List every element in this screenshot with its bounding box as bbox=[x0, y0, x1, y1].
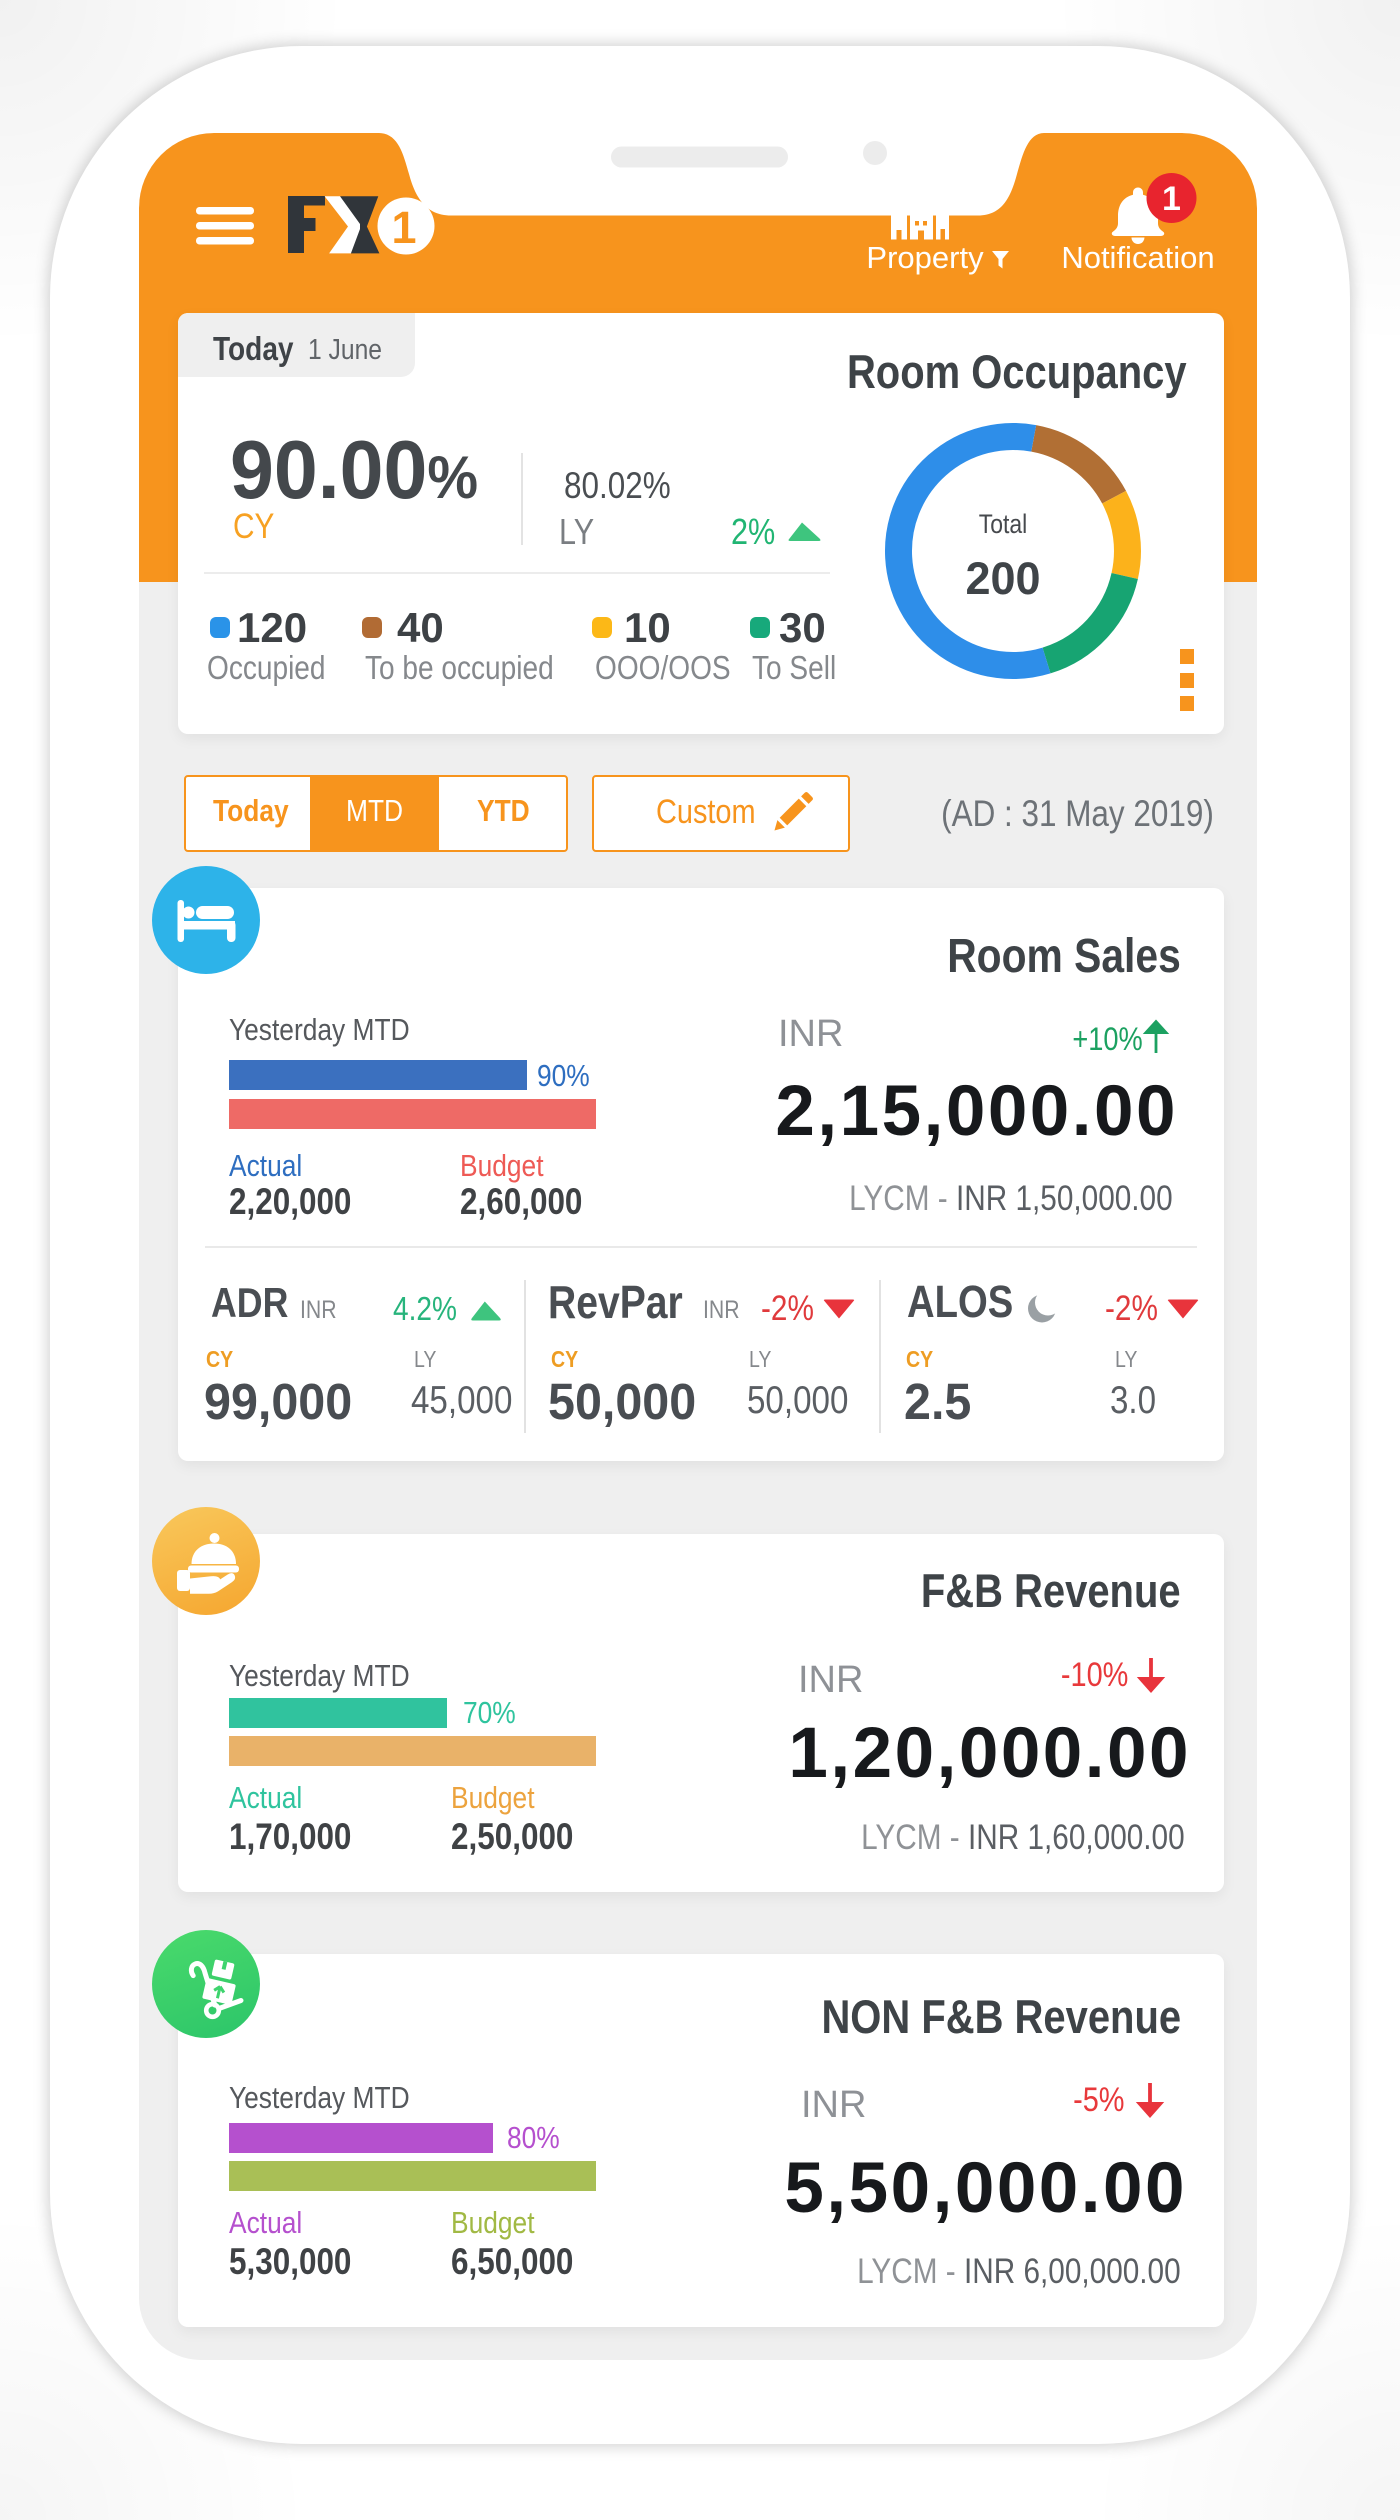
svg-text:1: 1 bbox=[391, 202, 416, 253]
svg-text:1: 1 bbox=[1162, 180, 1181, 218]
svg-text:Notification: Notification bbox=[1061, 240, 1214, 275]
svg-text:Property: Property bbox=[866, 240, 984, 275]
